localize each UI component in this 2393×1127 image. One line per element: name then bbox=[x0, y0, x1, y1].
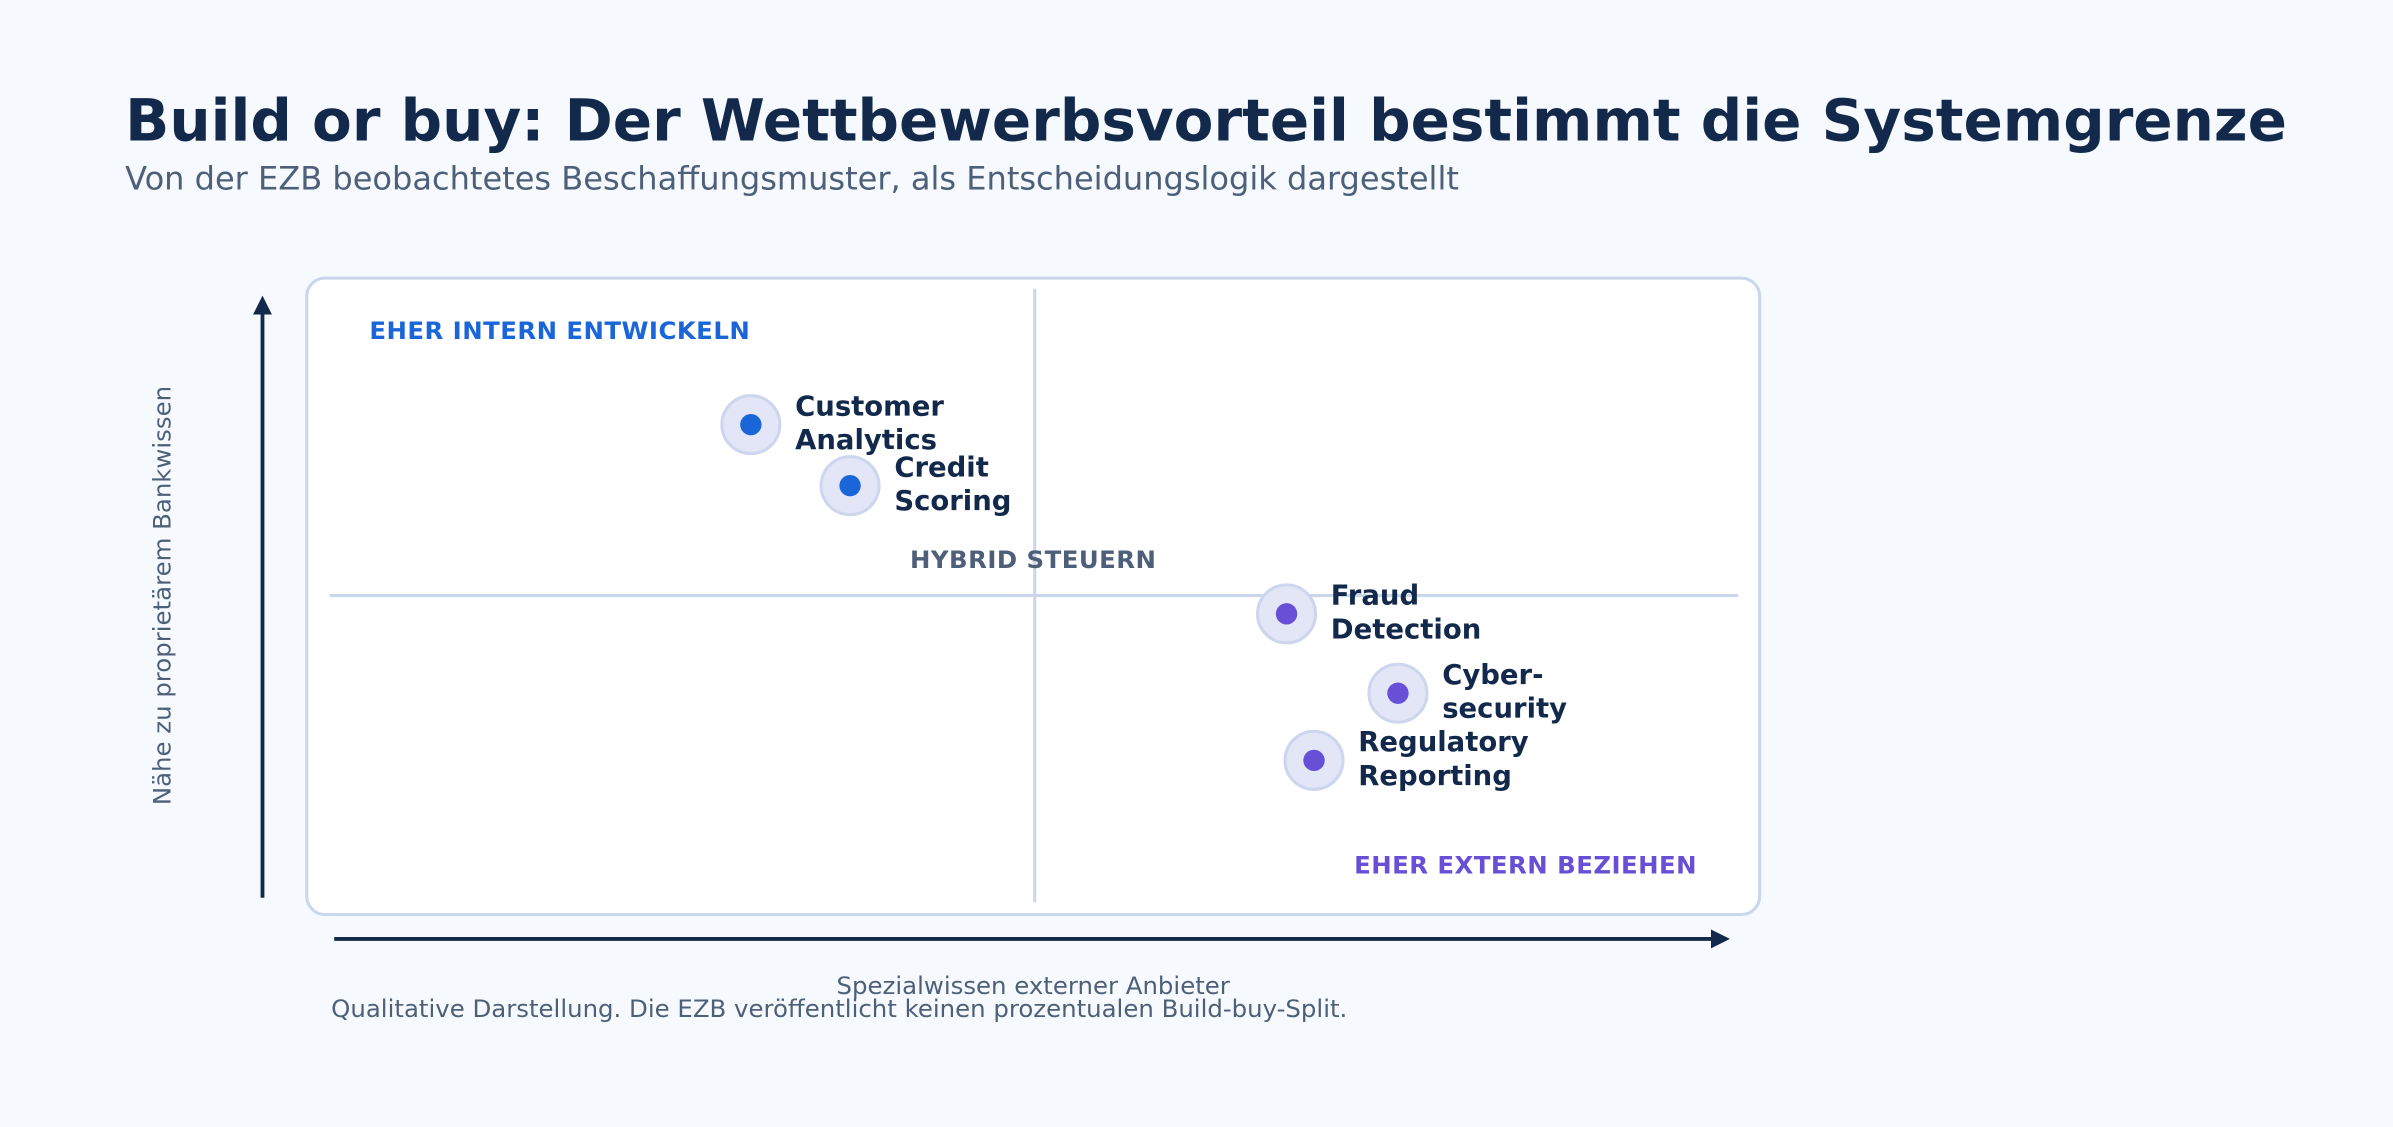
point-label: Scoring bbox=[894, 486, 1011, 517]
point-label: Fraud bbox=[1331, 581, 1419, 612]
point-label: Reporting bbox=[1358, 761, 1512, 792]
point-label: Analytics bbox=[795, 425, 937, 456]
point bbox=[1275, 603, 1298, 625]
quadrant-label: EHER EXTERN BEZIEHEN bbox=[1354, 850, 1697, 879]
y-axis-label: Nähe zu proprietärem Bankwissen bbox=[147, 386, 176, 805]
point bbox=[740, 413, 762, 436]
point-label: security bbox=[1442, 694, 1567, 725]
subtitle: Von der EZB beobachtetes Beschaffungsmus… bbox=[125, 160, 1459, 198]
point-label: Cyber- bbox=[1442, 660, 1543, 691]
quadrant-label: EHER INTERN ENTWICKELN bbox=[369, 316, 750, 345]
point-label: Regulatory bbox=[1358, 727, 1529, 758]
point bbox=[1303, 749, 1325, 772]
point-label: Customer bbox=[795, 391, 944, 422]
point-label: Credit bbox=[894, 453, 989, 484]
point bbox=[839, 474, 861, 497]
title: Build or buy: Der Wettbewerbsvorteil bes… bbox=[125, 87, 2287, 155]
quadrant-label: HYBRID STEUERN bbox=[910, 545, 1156, 574]
point-label: Detection bbox=[1331, 614, 1481, 645]
footnote: Qualitative Darstellung. Die EZB veröffe… bbox=[331, 994, 1347, 1023]
x-axis-label: Spezialwissen externer Anbieter bbox=[837, 971, 1231, 1000]
point bbox=[1387, 682, 1409, 704]
